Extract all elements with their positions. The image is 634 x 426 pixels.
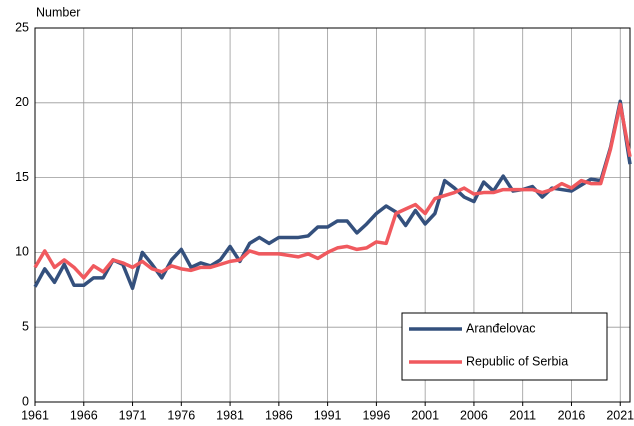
x-tick-label: 2016 <box>558 408 586 422</box>
series-line <box>33 99 632 291</box>
x-tick-label: 1961 <box>21 408 49 422</box>
x-tick-label: 2006 <box>460 408 488 422</box>
series-line <box>33 102 632 280</box>
y-tick-label: 5 <box>22 319 29 333</box>
y-tick-label: 10 <box>15 245 29 259</box>
y-tick-label: 15 <box>15 170 29 184</box>
x-tick-label: 2001 <box>411 408 439 422</box>
legend-label: Republic of Serbia <box>466 354 568 368</box>
x-tick-label: 1986 <box>265 408 293 422</box>
x-tick-label: 1996 <box>362 408 390 422</box>
x-tick-label: 1976 <box>167 408 195 422</box>
x-tick-label: 1991 <box>314 408 342 422</box>
plot-border <box>34 27 631 403</box>
x-tick-label: 2011 <box>509 408 536 422</box>
x-tick-label: 1966 <box>70 408 98 422</box>
x-tick-label: 1981 <box>216 408 244 422</box>
legend-box <box>401 312 608 381</box>
legend-label: Aranđelovac <box>466 321 536 335</box>
x-tick-label: 2021 <box>606 408 634 422</box>
y-tick-label: 25 <box>15 20 29 34</box>
y-axis-label: Number <box>36 5 80 19</box>
y-tick-label: 20 <box>15 95 29 109</box>
x-tick-label: 1971 <box>119 408 147 422</box>
y-tick-label: 0 <box>22 394 29 408</box>
